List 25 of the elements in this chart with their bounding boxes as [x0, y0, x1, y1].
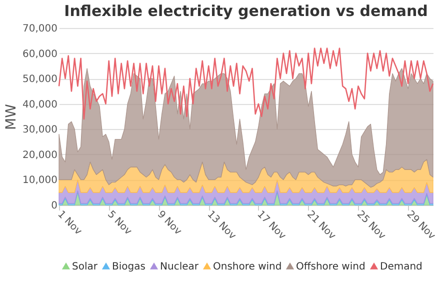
- legend-label: Nuclear: [160, 261, 200, 272]
- x-tick-label: 1 Nov: [55, 208, 84, 238]
- x-tick-label: 21 Nov: [304, 208, 338, 242]
- legend-label: Demand: [380, 261, 422, 272]
- y-tick-label: 60,000: [22, 48, 58, 60]
- x-tick-label: 17 Nov: [254, 208, 288, 242]
- y-tick-label: 10,000: [22, 175, 58, 186]
- y-tick-label: 30,000: [22, 124, 58, 136]
- chart-title: Inflexible electricity generation vs demand: [64, 2, 428, 20]
- x-tick-label: 9 Nov: [154, 208, 184, 238]
- legend-label: Solar: [72, 261, 98, 272]
- y-tick-label: 0: [51, 200, 58, 212]
- legend-label: Offshore wind: [296, 261, 366, 272]
- x-tick-label: 25 Nov: [354, 208, 388, 242]
- x-tick-label: 5 Nov: [105, 208, 134, 238]
- y-tick-label: 40,000: [22, 99, 58, 110]
- line-series: [58, 48, 434, 120]
- legend-label: Onshore wind: [213, 261, 282, 272]
- legend-label: Biogas: [112, 261, 146, 272]
- y-axis-title: MW: [4, 104, 20, 130]
- y-tick-label: 20,000: [22, 150, 58, 161]
- x-tick-label: 13 Nov: [204, 208, 238, 242]
- y-tick-label: 50,000: [22, 74, 58, 86]
- y-tick-label: 70,000: [22, 24, 58, 34]
- x-tick-label: 29 Nov: [404, 208, 438, 242]
